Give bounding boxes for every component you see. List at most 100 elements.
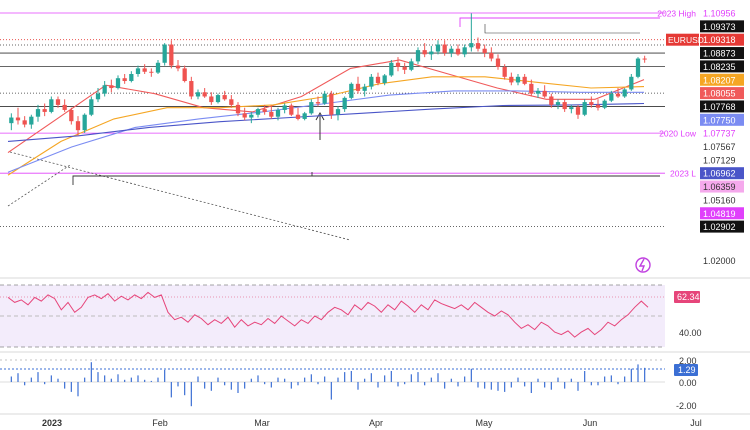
candle-body (509, 76, 514, 83)
candle-body (62, 104, 67, 110)
candle-body (9, 117, 14, 124)
candle-body (215, 95, 221, 103)
candle-body (602, 100, 607, 108)
level-name-label: 2023 High (657, 9, 696, 19)
candle-body (342, 97, 347, 110)
candle-body (642, 58, 647, 60)
candle-body (49, 99, 54, 112)
candle-body (42, 109, 47, 112)
candle-body (355, 83, 361, 91)
candle-body (582, 102, 587, 115)
arrow-up (315, 111, 325, 140)
candle-body (595, 104, 601, 108)
candle-body (402, 66, 407, 70)
candle-body (295, 114, 301, 119)
candle-body (475, 43, 481, 49)
candle-body (615, 93, 621, 97)
level-name-label: 2023 L (670, 169, 696, 179)
candle-body (35, 109, 41, 117)
candle-body (269, 111, 274, 117)
logo-icon (635, 257, 651, 273)
histogram-bars (10, 362, 646, 407)
candle-body (449, 48, 454, 53)
candle-body (442, 44, 447, 53)
candle-body (129, 74, 134, 82)
candle-body (529, 83, 534, 94)
candle-body (209, 96, 214, 103)
candle-body (389, 62, 394, 76)
time-axis[interactable]: 2023 Feb Mar Apr May Jun Jul (42, 418, 702, 428)
candle-body (395, 62, 401, 67)
candle-body (462, 47, 467, 55)
candle-body (229, 99, 234, 105)
price-label-value: 1.09318 (703, 35, 736, 45)
level-name-label: 2020 Low (659, 129, 697, 139)
candle-body (202, 92, 207, 97)
price-label-value: 1.06962 (703, 169, 736, 179)
candle-body (82, 114, 87, 131)
candle-body (235, 104, 241, 114)
candle-body (469, 43, 474, 48)
candle-body (115, 78, 121, 89)
price-label-value: 1.06359 (703, 182, 736, 192)
hist-axis-tick-bottom: -2.00 (676, 401, 697, 411)
candle-body (282, 105, 287, 110)
bracket-1-09373 (484, 24, 640, 34)
price-label-value: 1.08055 (703, 89, 736, 99)
candle-body (182, 68, 187, 82)
candle-body (369, 76, 374, 87)
price-label-badge (700, 33, 744, 46)
candle-body (375, 76, 381, 83)
candle-body (122, 78, 127, 82)
price-label-value: 1.08207 (703, 75, 736, 85)
hist-axis-tick-zero: 0.00 (679, 378, 697, 388)
candle-body (169, 44, 174, 66)
rsi-current-value: 62.34 (677, 292, 700, 302)
candle-body (15, 117, 21, 121)
candle-body (435, 44, 441, 52)
trendline-descending (9, 151, 351, 241)
candle-body (29, 116, 34, 125)
histogram-pane[interactable]: 2.00 0.00 -2.00 1.29 (0, 356, 698, 411)
price-label-value: 1.08873 (703, 49, 736, 59)
candle-body (515, 76, 521, 83)
price-label-badge (700, 20, 744, 33)
candle-body (89, 99, 94, 115)
time-axis-tick: Feb (152, 418, 168, 428)
price-label-badge (700, 73, 744, 86)
candle-body (535, 90, 541, 94)
rsi-line (7, 291, 649, 338)
candle-body (249, 114, 254, 118)
candle-body (482, 48, 487, 53)
price-label-badge (700, 87, 744, 100)
candle-body (382, 75, 387, 83)
candle-body (289, 105, 294, 115)
price-label-badge (700, 220, 744, 233)
candle-body (609, 93, 614, 101)
candle-body (22, 120, 27, 125)
candle-body (175, 65, 181, 69)
candle-body (109, 85, 114, 89)
candle-body (275, 109, 281, 117)
price-label-value: 1.05160 (703, 195, 736, 205)
candle-body (155, 62, 161, 73)
candle-body (302, 113, 307, 119)
price-label-value: 1.09373 (703, 22, 736, 32)
hist-current-value: 1.29 (678, 365, 696, 375)
rsi-pane[interactable]: 40.00 62.34 (0, 284, 702, 348)
candle-body (409, 61, 414, 70)
symbol-badge (666, 33, 699, 46)
candle-body (189, 81, 194, 97)
candle-body (429, 51, 434, 55)
price-label-badge (700, 60, 744, 73)
trendline-ascending (7, 164, 71, 207)
candle-body (495, 58, 501, 67)
rsi-axis-tick: 40.00 (679, 328, 702, 338)
price-label-value: 1.04819 (703, 209, 736, 219)
candle-body (142, 68, 147, 72)
hist-axis-tick-top: 2.00 (679, 356, 697, 366)
